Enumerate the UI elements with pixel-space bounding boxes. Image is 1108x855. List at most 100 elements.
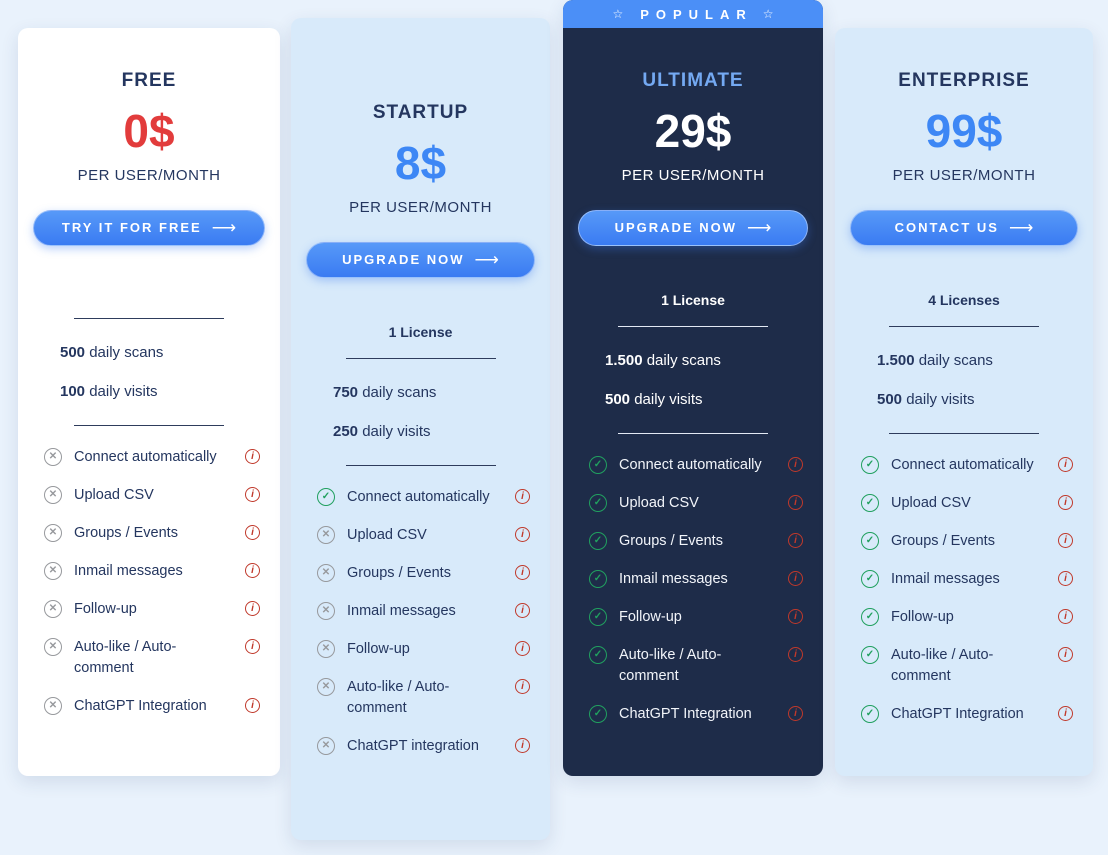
- feature-row: ✓ Inmail messages i: [861, 569, 1073, 590]
- feature-row: ✕ Upload CSV i: [44, 485, 260, 506]
- check-circle-icon: ✓: [589, 704, 607, 723]
- arrow-right-icon: ⟶: [747, 217, 772, 237]
- plan-title: STARTUP: [372, 102, 469, 123]
- feature-label: ChatGPT Integration: [74, 697, 207, 714]
- check-circle-icon: ✓: [589, 607, 607, 626]
- feature-label: Auto-like / Auto-comment: [891, 646, 994, 684]
- feature-row: ✕ Upload CSV i: [317, 525, 530, 546]
- feature-row: ✓ Upload CSV i: [589, 493, 803, 514]
- info-icon[interactable]: i: [788, 705, 803, 721]
- plan-price: 8$: [394, 137, 447, 189]
- check-circle-icon: ✓: [589, 531, 607, 550]
- feature-list: ✓ Connect automatically i ✓ Upload CSV i…: [835, 434, 1093, 725]
- scans-number: 500: [60, 343, 86, 361]
- plan-price: 29$: [654, 105, 732, 157]
- cross-circle-icon: ✕: [317, 639, 335, 658]
- daily-scans: 1.500 daily scans: [563, 352, 823, 369]
- feature-label: Inmail messages: [74, 562, 183, 579]
- scans-number: 1.500: [877, 351, 915, 369]
- info-icon[interactable]: i: [1058, 608, 1073, 624]
- plan-billing-period: PER USER/MONTH: [892, 166, 1036, 184]
- cross-circle-icon: ✕: [44, 485, 62, 504]
- feature-label: Upload CSV: [619, 494, 699, 511]
- feature-label: Groups / Events: [74, 524, 178, 541]
- plan-limits: 1 License 1.500 daily scans 500 daily vi…: [563, 292, 823, 434]
- info-icon[interactable]: i: [515, 564, 530, 580]
- feature-label: Follow-up: [74, 600, 137, 617]
- info-icon[interactable]: i: [1058, 494, 1073, 510]
- check-circle-icon: ✓: [861, 493, 879, 512]
- daily-visits: 500 daily visits: [835, 391, 1093, 408]
- info-icon[interactable]: i: [515, 678, 530, 694]
- scans-label: daily scans: [646, 351, 721, 369]
- plan-billing-period: PER USER/MONTH: [77, 166, 221, 184]
- info-icon[interactable]: i: [1058, 456, 1073, 472]
- info-icon[interactable]: i: [245, 524, 260, 540]
- info-icon[interactable]: i: [1058, 570, 1073, 586]
- feature-label: Inmail messages: [619, 570, 728, 587]
- feature-label: Connect automatically: [891, 456, 1034, 473]
- feature-row: ✓ Groups / Events i: [861, 531, 1073, 552]
- feature-row: ✕ Follow-up i: [44, 599, 260, 620]
- feature-label: Groups / Events: [891, 532, 995, 549]
- info-icon[interactable]: i: [788, 608, 803, 624]
- feature-label: Connect automatically: [347, 488, 490, 505]
- info-icon[interactable]: i: [245, 486, 260, 502]
- info-icon[interactable]: i: [788, 646, 803, 662]
- info-icon[interactable]: i: [1058, 705, 1073, 721]
- star-icon: ☆: [612, 7, 624, 21]
- arrow-right-icon: ⟶: [1008, 217, 1034, 237]
- info-icon[interactable]: i: [515, 640, 530, 656]
- feature-label: Follow-up: [347, 640, 410, 657]
- plan-limits: 4 Licenses 1.500 daily scans 500 daily v…: [835, 292, 1093, 434]
- divider: [345, 464, 496, 466]
- daily-scans: 1.500 daily scans: [835, 352, 1093, 369]
- info-icon[interactable]: i: [245, 600, 260, 616]
- feature-row: ✕ Auto-like / Auto-comment i: [317, 677, 530, 719]
- info-icon[interactable]: i: [515, 737, 530, 753]
- button-label: UPGRADE NOW: [342, 252, 465, 268]
- info-icon[interactable]: i: [245, 448, 260, 464]
- info-icon[interactable]: i: [245, 638, 260, 654]
- feature-row: ✕ Groups / Events i: [317, 563, 530, 584]
- daily-visits: 100 daily visits: [18, 383, 280, 400]
- feature-list: ✕ Connect automatically i ✕ Upload CSV i…: [18, 426, 280, 717]
- info-icon[interactable]: i: [788, 456, 803, 472]
- divider: [618, 432, 768, 434]
- info-icon[interactable]: i: [788, 570, 803, 586]
- visits-number: 100: [60, 382, 86, 400]
- cross-circle-icon: ✕: [44, 637, 62, 656]
- plan-price: 99$: [925, 105, 1003, 157]
- feature-label: Upload CSV: [891, 494, 971, 511]
- feature-label: Auto-like / Auto-comment: [347, 678, 450, 716]
- upgrade-now-button[interactable]: UPGRADE NOW ⟶: [578, 209, 808, 246]
- contact-us-button[interactable]: CONTACT US ⟶: [850, 209, 1078, 246]
- info-icon[interactable]: i: [515, 526, 530, 542]
- info-icon[interactable]: i: [245, 562, 260, 578]
- daily-scans: 750 daily scans: [291, 384, 550, 401]
- upgrade-now-button[interactable]: UPGRADE NOW ⟶: [306, 241, 535, 278]
- info-icon[interactable]: i: [245, 697, 260, 713]
- info-icon[interactable]: i: [788, 532, 803, 548]
- feature-row: ✕ Auto-like / Auto-comment i: [44, 637, 260, 679]
- cross-circle-icon: ✕: [44, 447, 62, 466]
- license-count: 4 Licenses: [928, 291, 1000, 308]
- info-icon[interactable]: i: [515, 602, 530, 618]
- cross-circle-icon: ✕: [317, 677, 335, 696]
- cross-circle-icon: ✕: [317, 736, 335, 755]
- info-icon[interactable]: i: [1058, 532, 1073, 548]
- info-icon[interactable]: i: [515, 488, 530, 504]
- feature-label: Inmail messages: [891, 570, 1000, 587]
- feature-row: ✕ Follow-up i: [317, 639, 530, 660]
- plan-billing-period: PER USER/MONTH: [349, 198, 492, 216]
- info-icon[interactable]: i: [788, 494, 803, 510]
- feature-list: ✓ Connect automatically i ✓ Upload CSV i…: [563, 434, 823, 725]
- feature-row: ✕ Connect automatically i: [44, 447, 260, 468]
- arrow-right-icon: ⟶: [474, 249, 499, 269]
- check-circle-icon: ✓: [589, 645, 607, 664]
- scans-label: daily scans: [362, 383, 437, 401]
- info-icon[interactable]: i: [1058, 646, 1073, 662]
- feature-row: ✓ Connect automatically i: [589, 455, 803, 476]
- try-it-for-free-button[interactable]: TRY IT FOR FREE ⟶: [33, 209, 265, 246]
- check-circle-icon: ✓: [861, 455, 879, 474]
